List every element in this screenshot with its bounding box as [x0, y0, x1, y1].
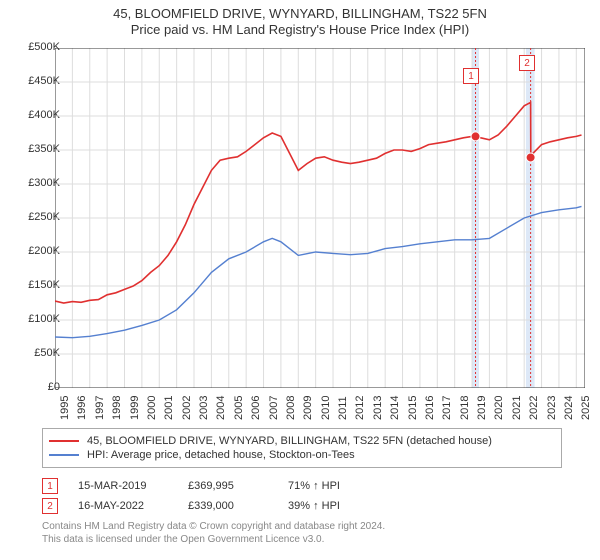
chart-container: 45, BLOOMFIELD DRIVE, WYNYARD, BILLINGHA…	[0, 0, 600, 560]
footer-line-1: Contains HM Land Registry data © Crown c…	[42, 520, 385, 533]
x-tick-label: 2017	[441, 396, 453, 420]
x-tick-label: 2006	[250, 396, 262, 420]
y-tick-label: £100K	[10, 313, 60, 325]
x-tick-label: 1998	[111, 396, 123, 420]
y-tick-label: £150K	[10, 279, 60, 291]
chart-svg	[55, 48, 585, 388]
plot-area	[55, 48, 585, 388]
x-tick-label: 2015	[407, 396, 419, 420]
sales-table: 1 15-MAR-2019£369,99571% ↑ HPI 2 16-MAY-202…	[42, 474, 388, 518]
x-tick-label: 2003	[198, 396, 210, 420]
x-tick-label: 1997	[94, 396, 106, 420]
x-tick-label: 2010	[320, 396, 332, 420]
footer-line-2: This data is licensed under the Open Gov…	[42, 533, 385, 546]
x-tick-label: 2011	[337, 396, 349, 420]
x-tick-label: 2025	[580, 396, 592, 420]
title-line-2: Price paid vs. HM Land Registry's House …	[0, 22, 600, 38]
sale-marker-box: 2	[42, 498, 58, 514]
x-tick-label: 2023	[546, 396, 558, 420]
x-tick-label: 2005	[233, 396, 245, 420]
x-tick-label: 2018	[459, 396, 471, 420]
x-tick-label: 2007	[268, 396, 280, 420]
sale-pct: 39% ↑ HPI	[288, 500, 388, 512]
sale-price: £339,000	[188, 500, 288, 512]
x-tick-label: 2021	[511, 396, 523, 420]
x-tick-label: 1999	[129, 396, 141, 420]
x-tick-label: 2016	[424, 396, 436, 420]
x-tick-label: 1996	[76, 396, 88, 420]
y-tick-label: £0	[10, 381, 60, 393]
x-tick-label: 2014	[389, 396, 401, 420]
y-tick-label: £250K	[10, 211, 60, 223]
legend-swatch	[49, 440, 79, 442]
x-tick-label: 2004	[215, 396, 227, 420]
legend-row: HPI: Average price, detached house, Stoc…	[49, 449, 555, 461]
x-tick-label: 2020	[493, 396, 505, 420]
y-tick-label: £300K	[10, 177, 60, 189]
x-tick-label: 1995	[59, 396, 71, 420]
x-tick-label: 2008	[285, 396, 297, 420]
sale-marker-box: 1	[42, 478, 58, 494]
y-tick-label: £50K	[10, 347, 60, 359]
footer-attribution: Contains HM Land Registry data © Crown c…	[42, 520, 385, 546]
x-tick-label: 2022	[528, 396, 540, 420]
y-tick-label: £400K	[10, 109, 60, 121]
legend-label: HPI: Average price, detached house, Stoc…	[87, 449, 355, 461]
sale-date: 15-MAR-2019	[78, 480, 188, 492]
x-tick-label: 2024	[563, 396, 575, 420]
y-tick-label: £350K	[10, 143, 60, 155]
legend: 45, BLOOMFIELD DRIVE, WYNYARD, BILLINGHA…	[42, 428, 562, 468]
x-tick-label: 2013	[372, 396, 384, 420]
sale-row: 1 15-MAR-2019£369,99571% ↑ HPI	[42, 478, 388, 494]
sale-pct: 71% ↑ HPI	[288, 480, 388, 492]
x-tick-label: 2019	[476, 396, 488, 420]
x-tick-label: 2001	[163, 396, 175, 420]
y-tick-label: £450K	[10, 75, 60, 87]
y-tick-label: £200K	[10, 245, 60, 257]
x-tick-label: 2009	[302, 396, 314, 420]
x-tick-label: 2000	[146, 396, 158, 420]
sale-row: 2 16-MAY-2022£339,00039% ↑ HPI	[42, 498, 388, 514]
title-line-1: 45, BLOOMFIELD DRIVE, WYNYARD, BILLINGHA…	[0, 6, 600, 22]
legend-label: 45, BLOOMFIELD DRIVE, WYNYARD, BILLINGHA…	[87, 435, 492, 447]
x-tick-label: 2012	[354, 396, 366, 420]
sale-date: 16-MAY-2022	[78, 500, 188, 512]
sale-price: £369,995	[188, 480, 288, 492]
y-tick-label: £500K	[10, 41, 60, 53]
chart-title: 45, BLOOMFIELD DRIVE, WYNYARD, BILLINGHA…	[0, 0, 600, 39]
legend-row: 45, BLOOMFIELD DRIVE, WYNYARD, BILLINGHA…	[49, 435, 555, 447]
x-tick-label: 2002	[181, 396, 193, 420]
legend-swatch	[49, 454, 79, 456]
